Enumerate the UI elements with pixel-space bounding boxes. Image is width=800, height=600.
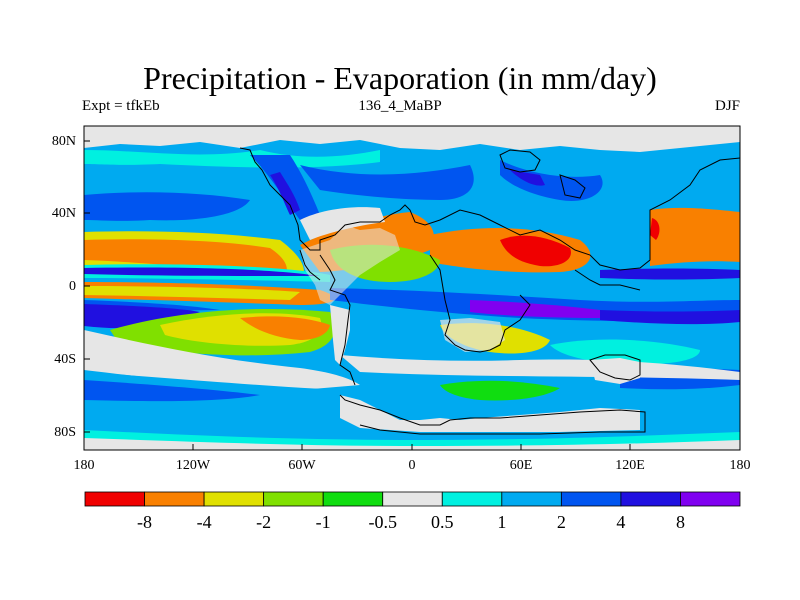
storm-core-1 xyxy=(270,172,300,215)
storm-core-2 xyxy=(510,170,545,186)
colorbar-swatch-4 xyxy=(322,491,384,507)
colorbar-swatch-2 xyxy=(203,491,265,507)
coast-antarctica xyxy=(339,394,646,435)
spcz-core xyxy=(84,304,200,329)
continent-fill-south-africa xyxy=(440,318,505,352)
colorbar-label: -4 xyxy=(196,512,212,532)
indian-ocean-max xyxy=(470,300,600,318)
colorbar xyxy=(84,491,741,507)
coast-south-asia xyxy=(574,269,641,291)
season-label: DJF xyxy=(714,98,740,114)
southern-gray-band xyxy=(84,330,360,390)
lon-label-180e: 180 xyxy=(729,458,751,473)
pacific-south-core xyxy=(600,310,740,325)
storm-pacific xyxy=(84,192,250,221)
colorbar-swatch-0 xyxy=(84,491,145,507)
lon-label-0: 0 xyxy=(408,458,416,473)
subtropic-north-orange xyxy=(84,239,287,275)
continent-fill-south-america xyxy=(300,225,400,305)
lat-label-0: 0 xyxy=(69,279,76,294)
band-north-cyan xyxy=(84,150,380,168)
antarctic-coast-green xyxy=(440,380,560,401)
lat-label-80n: 80N xyxy=(51,134,76,149)
colorbar-label: 1 xyxy=(497,512,507,532)
lat-label-40s: 40S xyxy=(54,352,76,367)
west-pacific-dry xyxy=(650,207,740,266)
colorbar-swatch-5 xyxy=(382,491,443,507)
colorbar-swatch-8 xyxy=(560,491,622,507)
itcz-core xyxy=(84,267,320,276)
coast-northern-hemisphere xyxy=(239,147,740,271)
colorbar-swatch-1 xyxy=(144,491,205,507)
lon-label-60e: 60E xyxy=(509,458,533,473)
map-field xyxy=(84,126,740,450)
period-label: 136_4_MaBP xyxy=(358,98,442,114)
lat-label-80s: 80S xyxy=(54,425,76,440)
continent-fill-patagonia xyxy=(330,305,350,365)
colorbar-swatch-9 xyxy=(620,491,681,507)
colorbar-label: -2 xyxy=(256,512,272,532)
colorbar-label: 2 xyxy=(556,512,566,532)
lon-label-120e: 120E xyxy=(615,458,645,473)
colorbar-swatch-7 xyxy=(501,491,562,507)
colorbar-label: -0.5 xyxy=(368,512,397,532)
lon-label-60w: 60W xyxy=(288,458,316,473)
subtropic-south-orange xyxy=(240,316,330,340)
colorbar-label: -1 xyxy=(315,512,331,532)
experiment-label: Expt = tfkEb xyxy=(82,98,160,114)
coast-east-europe xyxy=(559,174,586,199)
coast-central-america xyxy=(299,249,321,281)
map-title: Precipitation - Evaporation (in mm/day) xyxy=(143,60,657,96)
antarctic-interior xyxy=(84,438,740,450)
colorbar-label: 0.5 xyxy=(431,512,454,532)
colorbar-swatch-6 xyxy=(441,491,503,507)
continent-fill-australia xyxy=(590,358,640,384)
colorbar-swatch-10 xyxy=(680,491,741,507)
storm-atlantic xyxy=(300,165,474,200)
colorbar-label: 4 xyxy=(616,512,626,532)
pacific-itcz xyxy=(600,268,740,280)
arabia-very-dry xyxy=(500,235,571,267)
coast-africa xyxy=(429,254,531,353)
colorbar-swatch-3 xyxy=(263,491,324,507)
band-arctic-dry xyxy=(84,126,740,152)
southern-ocean-deep xyxy=(84,380,260,402)
axis-ticks xyxy=(83,140,741,450)
coast-australia xyxy=(589,354,641,381)
coastlines xyxy=(239,147,740,435)
storm-eurasia xyxy=(500,160,603,201)
coast-arctic-island xyxy=(499,149,541,173)
indian-south-cyan xyxy=(550,339,700,365)
colorbar-label: -8 xyxy=(137,512,153,532)
equatorial-yellow xyxy=(84,286,300,300)
west-pacific-core xyxy=(650,218,660,240)
lon-label-120w: 120W xyxy=(175,458,211,473)
north-africa-gray xyxy=(300,207,385,240)
lat-label-40n: 40N xyxy=(51,206,76,221)
lon-label-180w: 180 xyxy=(73,458,95,473)
colorbar-label: 8 xyxy=(675,512,685,532)
coast-south-america xyxy=(319,254,356,386)
